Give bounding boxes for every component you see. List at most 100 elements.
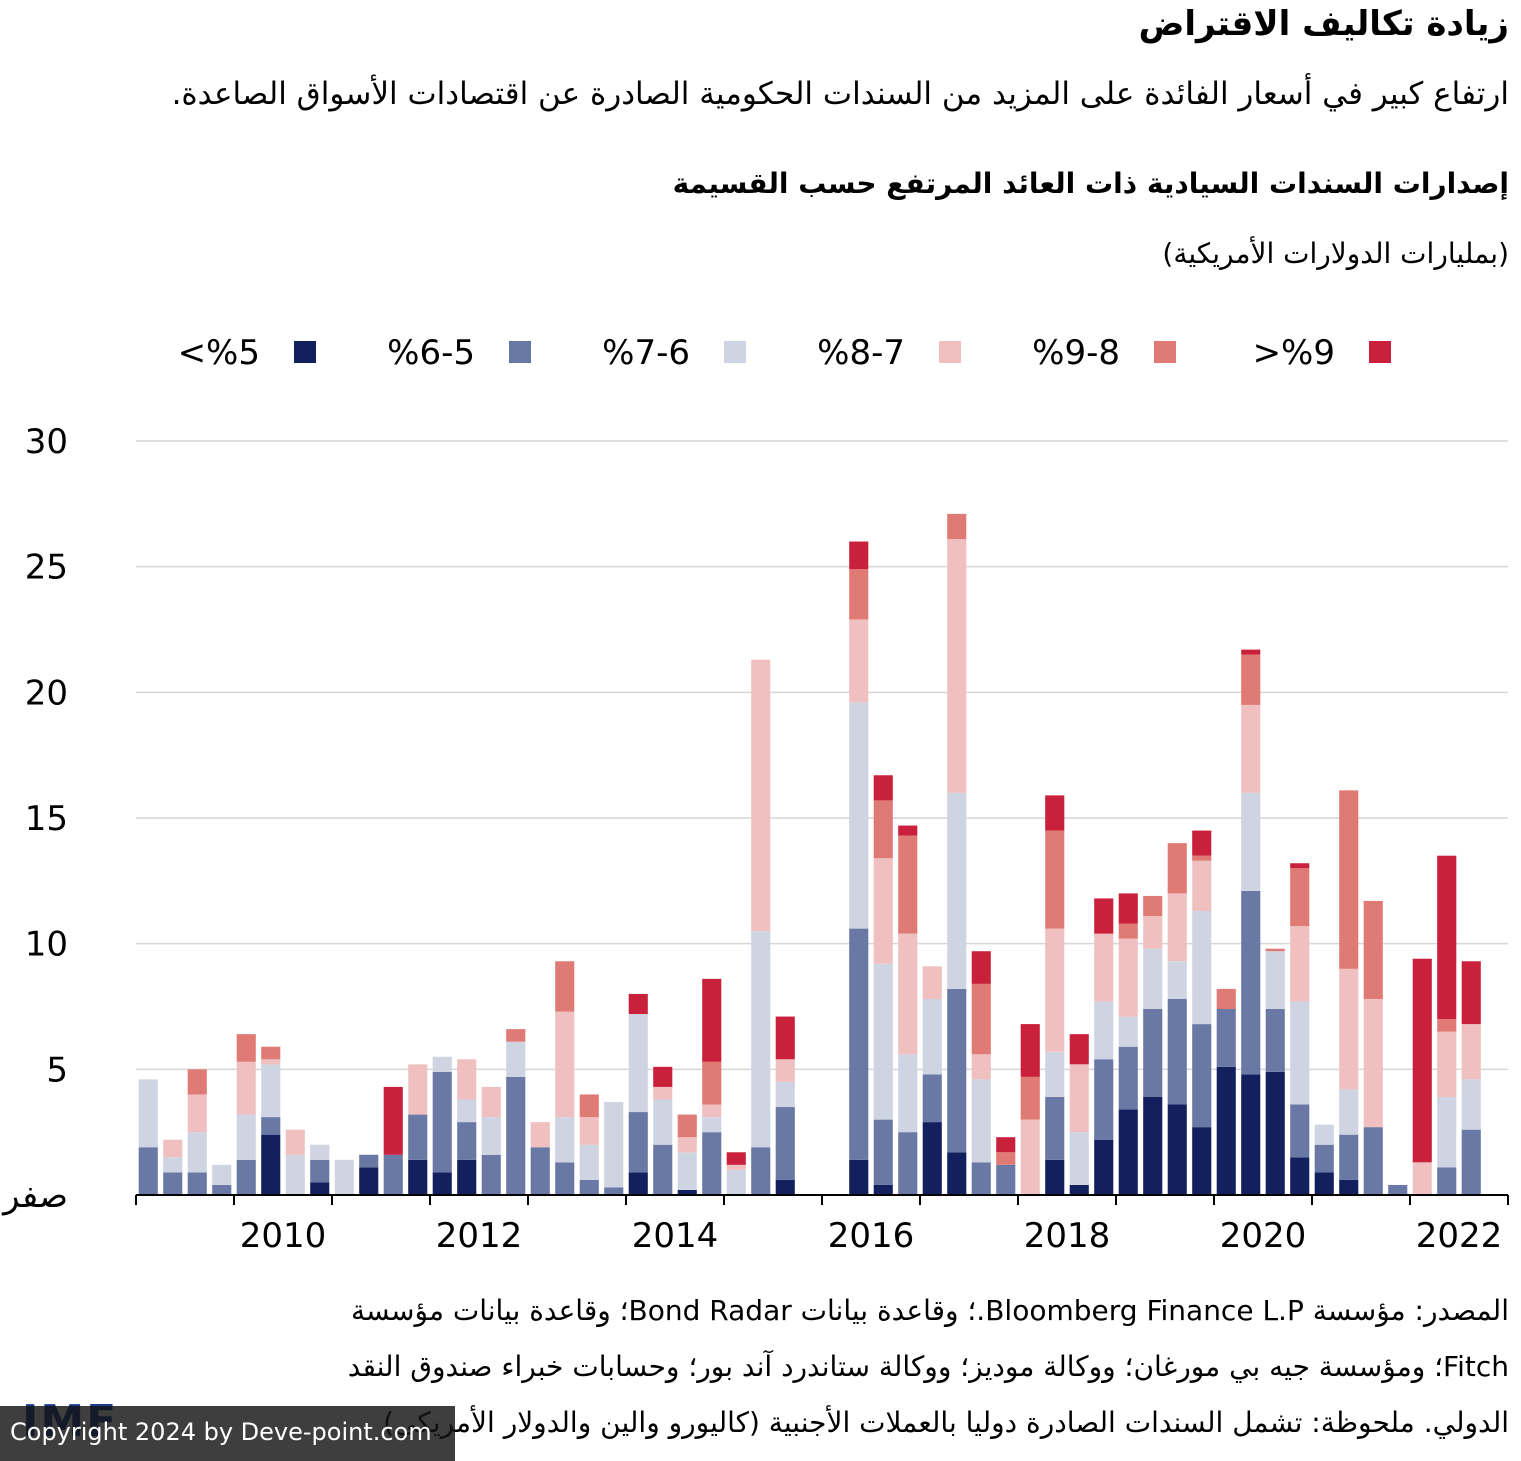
bar-segment [873,963,893,1120]
y-tick-label: 5 [46,1050,68,1090]
bar-segment [1290,926,1310,1002]
bar-segment [1167,1104,1187,1195]
bar-segment [1216,988,1236,1010]
y-axis-tick-labels: صفر 5 10 15 20 25 30 [1,422,68,1216]
bar-segment [1069,1184,1089,1195]
bar-segment [1461,961,1481,1025]
bar-segment [947,1152,967,1195]
bar-segment [1118,923,1138,939]
bar-segment [383,1086,403,1155]
bar-segment [775,1179,795,1195]
bar-segment [653,1144,673,1195]
chart-bars [138,513,1481,1195]
bar-segment [1339,1089,1359,1135]
bar-segment [359,1167,379,1195]
legend-label: %6-5 [387,333,475,373]
bar-segment [383,1154,403,1195]
bar-segment [1192,910,1212,1025]
bar-segment [187,1069,207,1095]
legend-swatch [294,341,316,363]
bar-segment [1241,890,1261,1075]
bar-segment [653,1099,673,1145]
bar-segment [1094,898,1114,934]
bar-segment [996,1137,1016,1153]
bar-segment [236,1114,256,1160]
bar-segment [236,1159,256,1195]
bar-segment [285,1129,305,1155]
bar-segment [996,1152,1016,1165]
page-subtitle: ارتفاع كبير في أسعار الفائدة على المزيد … [171,76,1509,112]
bar-segment [261,1059,281,1065]
bar-segment [481,1086,501,1118]
bar-segment [1143,948,1163,1010]
bar-segment [530,1122,550,1148]
bar-segment [1118,938,1138,1017]
bar-segment [1265,1009,1285,1072]
bar-segment [1069,1064,1089,1133]
bar-segment [1265,951,1285,1010]
bar-segment [1094,1059,1114,1140]
bar-segment [1241,649,1261,655]
x-tick-label: 2016 [828,1216,915,1256]
bar-segment [236,1034,256,1062]
bar-segment [163,1157,183,1173]
bar-segment [310,1182,330,1195]
bar-segment [1461,1129,1481,1195]
bar-segment [1339,1179,1359,1195]
bar-segment [212,1184,232,1195]
bar-segment [677,1114,697,1138]
bar-segment [849,928,869,1160]
bar-segment [922,998,942,1075]
bar-segment [702,1117,722,1133]
bar-segment [1241,704,1261,793]
bar-segment [432,1071,452,1173]
bar-segment [849,1159,869,1195]
bar-segment [653,1066,673,1087]
bar-segment [334,1159,354,1195]
bar-segment [1045,928,1065,1052]
bar-segment [947,792,967,989]
bar-segment [1314,1172,1334,1195]
bar-segment [604,1187,624,1195]
bar-segment [751,659,771,932]
bar-segment [628,1014,648,1113]
bar-segment [187,1172,207,1195]
bar-segment [1339,790,1359,969]
bar-segment [1290,1104,1310,1158]
bar-segment [579,1179,599,1195]
bar-segment [922,966,942,999]
bar-segment [1461,1079,1481,1130]
source-note-line-2: Fitch؛ ومؤسسة جيه بي مورغان؛ ووكالة مودي… [347,1350,1509,1383]
bar-segment [971,1162,991,1195]
bar-segment [1461,1024,1481,1080]
x-tick-label: 2022 [1416,1216,1503,1256]
bar-segment [1314,1124,1334,1145]
bar-segment [873,775,893,801]
bar-segment [1290,863,1310,869]
bar-segment [1437,1019,1457,1032]
bar-segment [1020,1024,1040,1077]
bar-segment [579,1144,599,1180]
bar-segment [163,1139,183,1158]
bar-segment [432,1172,452,1195]
bar-segment [212,1164,232,1185]
bar-segment [1216,1009,1236,1067]
bar-segment [677,1189,697,1195]
bar-segment [1339,1134,1359,1180]
bar-segment [1020,1119,1040,1195]
bar-segment [1069,1034,1089,1065]
x-tick-label: 2020 [1220,1216,1307,1256]
bar-segment [187,1094,207,1133]
bar-segment [261,1134,281,1195]
bar-segment [285,1154,305,1195]
bar-segment [726,1164,746,1170]
page-title: زيادة تكاليف الاقتراض [1138,4,1509,44]
bar-segment [163,1172,183,1195]
bar-segment [604,1102,624,1188]
bar-segment [1192,1127,1212,1195]
bar-segment [1143,895,1163,917]
copyright-banner: Copyright 2024 by Deve-point.com [0,1406,455,1461]
bar-segment [236,1061,256,1115]
bar-segment [555,1011,575,1118]
bar-segment [873,1184,893,1195]
